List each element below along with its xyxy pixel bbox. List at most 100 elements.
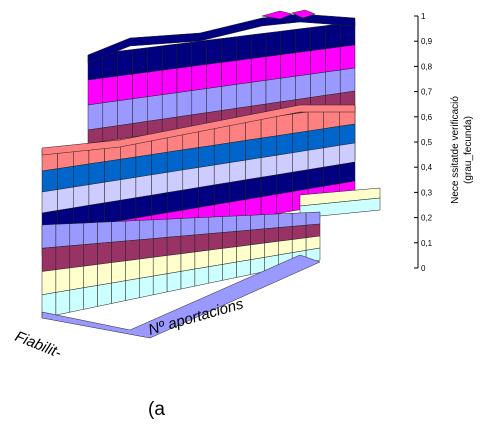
- surface-front-panel: [125, 278, 140, 301]
- surface-front-panel: [222, 215, 237, 233]
- surface-front-panel: [83, 222, 98, 245]
- z-tick-label: 0,8: [421, 62, 433, 71]
- surface-mid-panel: [260, 174, 278, 198]
- surface-back-panel: [265, 54, 282, 81]
- surface-front-panel: [208, 248, 223, 267]
- surface-back-panel: [191, 40, 207, 67]
- surface-back-panel: [265, 78, 282, 105]
- surface-front-panel: [291, 212, 307, 227]
- surface-mid-panel: [182, 187, 199, 211]
- surface-mid-panel: [73, 163, 90, 188]
- surface-plot: [41, 9, 381, 339]
- surface-back-panel: [87, 102, 104, 131]
- surface-peak: [261, 10, 293, 20]
- surface-mid-panel: [120, 197, 137, 222]
- surface-mid-panel: [104, 159, 121, 183]
- surface-front-panel: [41, 246, 57, 272]
- z-tick-label: 0,2: [421, 214, 433, 223]
- surface-mid-panel: [213, 142, 231, 166]
- surface-back-panel: [236, 34, 252, 61]
- surface-front-panel: [111, 220, 126, 243]
- z-axis-ticks: 0 0,1 0,2 0,3 0,4 0,5 0,6 0,7 0,8 0,9 1: [414, 12, 433, 273]
- surface-front-panel: [236, 244, 251, 263]
- surface-front-panel: [194, 216, 210, 236]
- surface-mid-panel: [292, 150, 309, 173]
- surface-back-panel: [339, 44, 356, 71]
- surface-mid-panel: [135, 154, 152, 178]
- surface-front-panel: [125, 220, 140, 242]
- surface-peak: [291, 9, 316, 19]
- surface-mid-panel: [198, 164, 215, 188]
- surface-back-panel: [280, 52, 296, 79]
- surface-mid-panel: [120, 156, 137, 181]
- surface-front-panel: [194, 249, 210, 270]
- surface-front-panel: [152, 255, 168, 277]
- surface-back-panel: [325, 23, 341, 50]
- surface-front-panel: [111, 280, 126, 304]
- z-tick-label: 0,6: [421, 113, 433, 122]
- figure-caption: (a: [148, 399, 165, 420]
- surface-front-panel: [264, 241, 279, 258]
- surface-mid-panel: [245, 177, 262, 200]
- surface-front-panel: [236, 259, 251, 278]
- surface-back-panel: [221, 84, 237, 111]
- surface-mid-panel: [276, 191, 293, 215]
- surface-front-panel: [139, 257, 154, 279]
- surface-front-panel: [166, 235, 182, 256]
- surface-front-panel: [180, 234, 196, 255]
- surface-mid-panel: [41, 189, 58, 214]
- surface-back-panel: [147, 94, 163, 122]
- surface-mid-panel: [260, 194, 278, 217]
- surface-mid-panel: [104, 179, 121, 204]
- surface-back-panel: [250, 80, 267, 107]
- surface-mid-panel: [323, 126, 340, 149]
- surface-back-panel: [325, 46, 341, 73]
- surface-back-panel: [339, 67, 356, 94]
- surface-front-panel: [41, 224, 57, 249]
- surface-mid-panel: [120, 177, 137, 201]
- surface-front-panel: [250, 214, 265, 231]
- surface-front-panel: [125, 258, 140, 281]
- surface-mid-panel: [276, 171, 293, 195]
- surface-back-panel: [295, 50, 311, 77]
- surface-back-panel: [161, 68, 178, 95]
- surface-front-panel: [166, 218, 182, 238]
- surface-mid-panel: [41, 168, 58, 193]
- surface-back-panel: [310, 25, 326, 52]
- surface-back-panel: [250, 56, 267, 83]
- surface-mid-panel: [104, 200, 121, 224]
- surface-back-panel: [295, 73, 311, 100]
- surface-mid-panel: [166, 149, 184, 173]
- surface-back-panel: [206, 38, 222, 65]
- surface-front-panel: [69, 222, 84, 247]
- surface-front-panel: [278, 239, 293, 256]
- z-tick-label: 0,7: [421, 88, 433, 97]
- surface-back-panel: [132, 71, 148, 100]
- surface-back-panel: [206, 86, 222, 113]
- surface-front-panel: [264, 213, 279, 230]
- surface-front-panel: [125, 239, 140, 262]
- surface-back-panel: [206, 62, 222, 89]
- surface-back-panel: [191, 88, 207, 116]
- surface-front-panel: [250, 228, 265, 246]
- surface-front-panel: [222, 231, 237, 249]
- surface-front-panel: [55, 245, 71, 270]
- surface-mid-panel: [166, 189, 184, 214]
- surface-front-panel: [97, 241, 112, 265]
- surface-front-panel: [83, 243, 98, 267]
- surface-mid-panel: [151, 172, 168, 196]
- surface-back-panel: [325, 69, 341, 96]
- surface-mid-panel: [57, 166, 74, 190]
- surface-back-panel: [102, 100, 118, 129]
- surface-front-panel: [194, 266, 210, 287]
- surface-front-panel: [305, 223, 321, 239]
- surface-mid-panel: [307, 128, 324, 151]
- surface-front-panel: [111, 260, 126, 284]
- surface-back-panel: [132, 47, 148, 75]
- surface-mid-panel: [229, 140, 246, 163]
- surface-front-panel: [236, 229, 251, 247]
- surface-back-panel: [221, 60, 237, 87]
- surface-mid-panel: [260, 135, 278, 158]
- surface-mid-panel: [292, 169, 309, 192]
